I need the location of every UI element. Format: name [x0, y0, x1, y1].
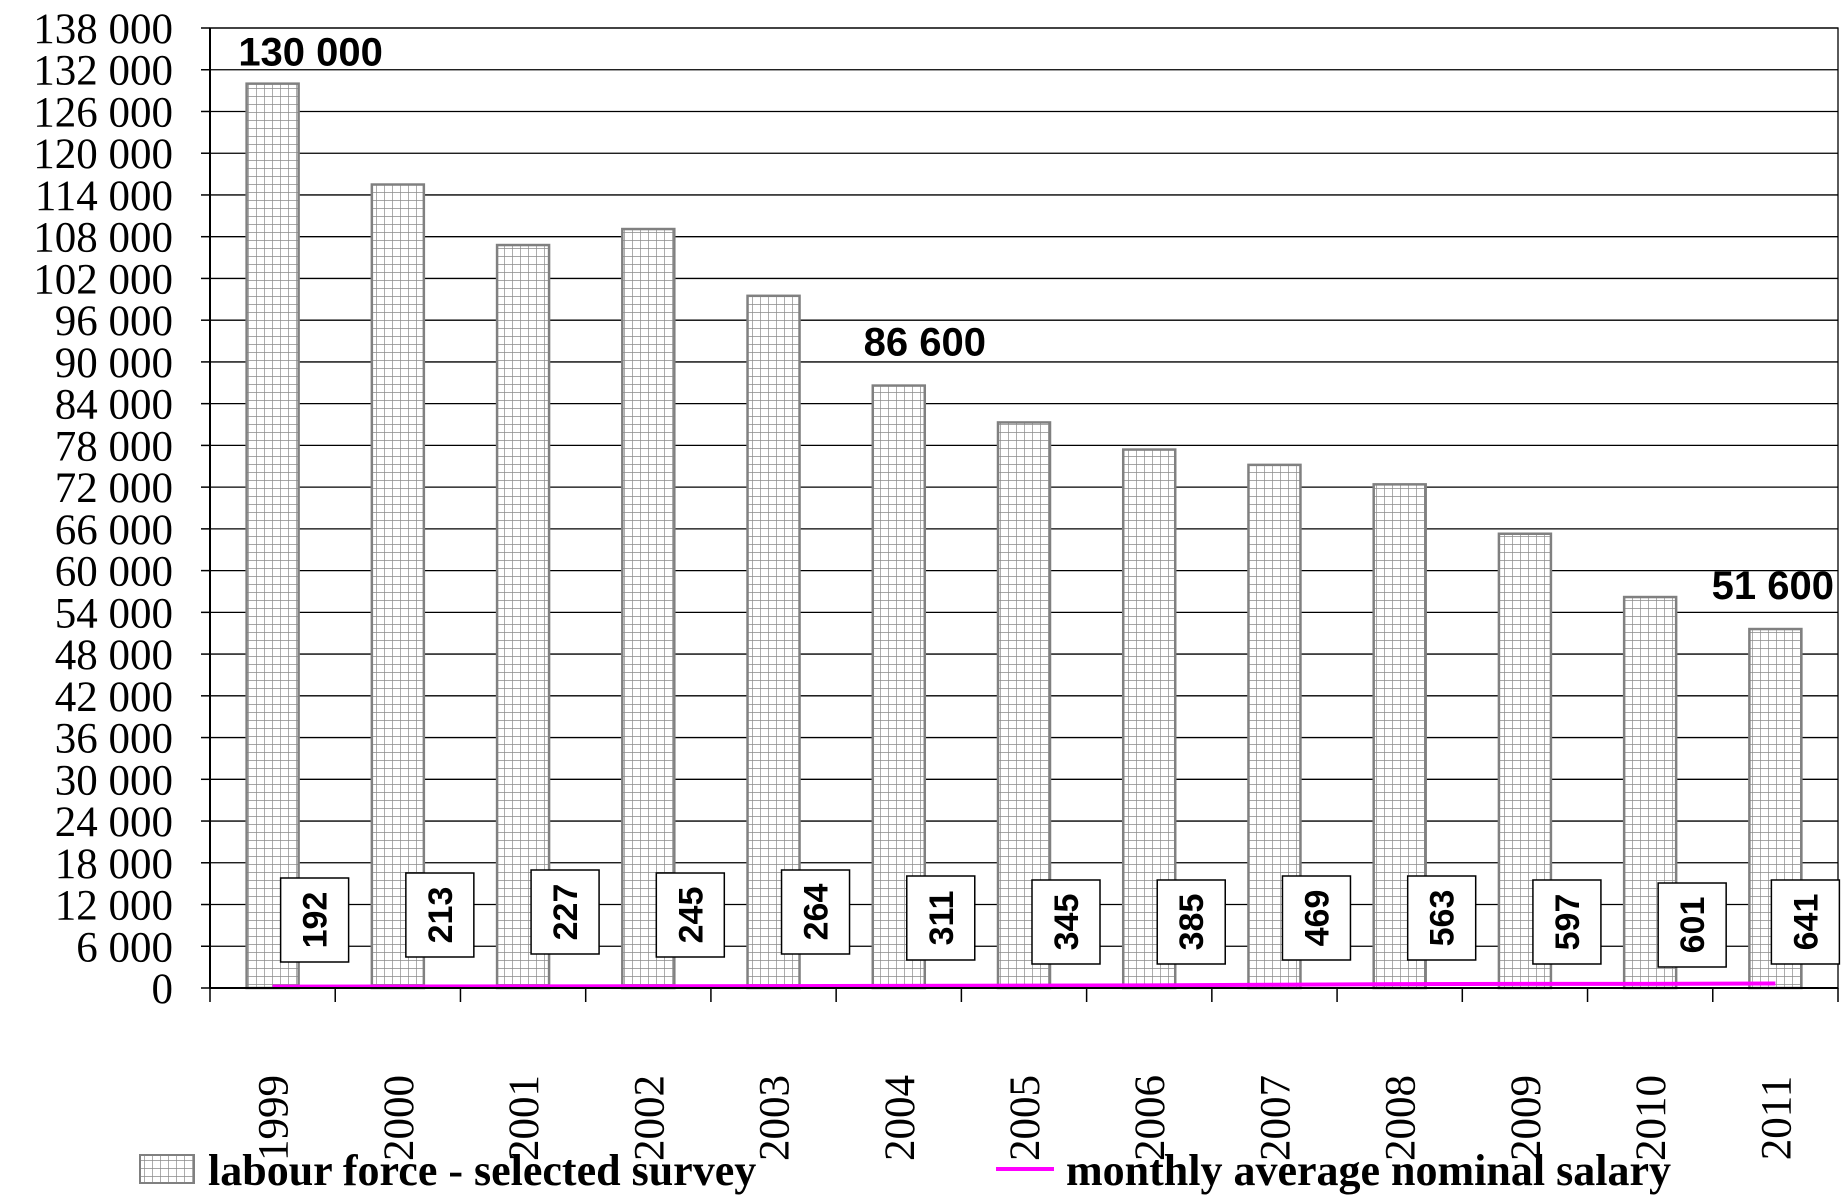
salary-label-box — [655, 872, 726, 958]
y-tick-label: 0 — [152, 966, 174, 1013]
salary-label-text: 385 — [1173, 894, 1211, 951]
legend-line-label: monthly average nominal salary — [1066, 1146, 1671, 1195]
y-tick-label: 78 000 — [55, 423, 173, 470]
salary-label-box — [1532, 879, 1602, 965]
legend-bar-swatch — [139, 1154, 195, 1184]
salary-label-text: 227 — [547, 884, 585, 941]
salary-label-text: 311 — [923, 891, 961, 946]
bars — [245, 82, 1803, 990]
salary-data-label: 385 — [1156, 879, 1226, 965]
y-tick-label: 18 000 — [55, 841, 173, 888]
x-axis-ticks: 1999 2000 2001 2002 2003 2004 2005 2006 2007 2008… — [209, 988, 1839, 1161]
salary-label-text: 469 — [1298, 890, 1336, 947]
y-tick-label: 102 000 — [33, 256, 173, 303]
x-tick-label: 2000 — [376, 1075, 423, 1161]
salary-data-labels: 192 213 227 245 264 311 345 385 469 563 597 601 641 — [279, 869, 1841, 968]
y-tick-label: 48 000 — [55, 632, 173, 679]
x-tick-label: 2008 — [1378, 1075, 1425, 1161]
y-tick-label: 12 000 — [55, 883, 173, 930]
y-tick-label: 6 000 — [76, 924, 173, 971]
salary-label-box — [279, 877, 350, 963]
bar-1999 — [245, 82, 300, 990]
y-tick-label: 90 000 — [55, 340, 173, 387]
salary-label-box — [1031, 879, 1101, 965]
x-tick-label: 2011 — [1753, 1076, 1800, 1160]
y-tick-label: 84 000 — [55, 382, 173, 429]
salary-label-text: 597 — [1549, 894, 1587, 951]
salary-label-box — [1281, 875, 1352, 961]
y-tick-label: 42 000 — [55, 674, 173, 721]
salary-label-box — [1770, 879, 1841, 965]
salary-label-box — [1156, 879, 1226, 965]
bar-2000 — [370, 183, 426, 990]
y-tick-label: 108 000 — [33, 215, 173, 262]
y-tick-label: 60 000 — [55, 549, 173, 596]
salary-data-label: 345 — [1031, 879, 1101, 965]
salary-data-label: 469 — [1281, 875, 1352, 961]
salary-data-label: 563 — [1406, 875, 1477, 961]
x-tick-label: 2006 — [1127, 1075, 1174, 1161]
bar-data-labels: 130 000 86 600 51 600 — [238, 31, 1834, 608]
legend: labour force - selected survey monthly a… — [139, 1146, 1671, 1195]
salary-label-text: 213 — [422, 887, 460, 944]
salary-label-text: 192 — [297, 892, 335, 949]
y-tick-label: 138 000 — [33, 6, 173, 53]
salary-data-label: 227 — [530, 869, 600, 955]
salary-label-text: 601 — [1674, 897, 1712, 954]
salary-data-label: 641 — [1770, 879, 1841, 965]
y-tick-label: 36 000 — [55, 716, 173, 763]
x-tick-label: 2005 — [1002, 1075, 1049, 1161]
y-tick-label: 54 000 — [55, 590, 173, 637]
x-tick-label: 1999 — [251, 1075, 298, 1161]
bar-data-label: 86 600 — [864, 321, 986, 365]
salary-label-box — [1657, 882, 1727, 968]
salary-data-label: 192 — [279, 877, 350, 963]
salary-data-label: 213 — [405, 872, 475, 958]
salary-label-text: 563 — [1424, 890, 1462, 947]
x-tick-label: 2002 — [626, 1075, 673, 1161]
y-tick-label: 96 000 — [55, 298, 173, 345]
y-tick-label: 30 000 — [55, 757, 173, 804]
salary-label-text: 641 — [1787, 894, 1825, 951]
bar-data-label: 130 000 — [238, 31, 383, 75]
salary-label-box — [1406, 875, 1477, 961]
salary-line-path — [272, 981, 1776, 989]
x-tick-label: 2004 — [877, 1075, 924, 1161]
y-tick-label: 132 000 — [33, 48, 173, 95]
x-tick-label: 2003 — [752, 1075, 799, 1161]
axes — [209, 28, 1838, 989]
x-tick-label: 2007 — [1252, 1075, 1299, 1161]
y-tick-label: 72 000 — [55, 465, 173, 512]
y-tick-label: 24 000 — [55, 799, 173, 846]
x-tick-label: 2009 — [1503, 1075, 1550, 1161]
salary-data-label: 601 — [1657, 882, 1727, 968]
y-tick-label: 126 000 — [33, 89, 173, 136]
bar-data-label: 51 600 — [1712, 564, 1834, 608]
bar-2001 — [495, 243, 551, 990]
salary-label-box — [405, 872, 475, 958]
salary-label-text: 264 — [798, 884, 836, 941]
salary-data-label: 597 — [1532, 879, 1602, 965]
y-tick-label: 114 000 — [35, 173, 173, 220]
x-tick-label: 2001 — [501, 1075, 548, 1161]
salary-label-box — [530, 869, 600, 955]
salary-label-box — [780, 869, 851, 955]
salary-data-label: 264 — [780, 869, 851, 955]
salary-line — [272, 981, 1776, 989]
y-tick-label: 66 000 — [55, 507, 173, 554]
legend-bar-label: labour force - selected survey — [208, 1146, 756, 1195]
x-tick-label: 2010 — [1628, 1075, 1675, 1161]
salary-data-label: 245 — [655, 872, 726, 958]
salary-label-text: 345 — [1048, 894, 1086, 951]
salary-label-text: 245 — [672, 887, 710, 944]
y-tick-label: 120 000 — [33, 131, 173, 178]
salary-label-box — [906, 875, 976, 961]
bar-2002 — [621, 227, 676, 990]
salary-data-label: 311 — [906, 875, 976, 961]
